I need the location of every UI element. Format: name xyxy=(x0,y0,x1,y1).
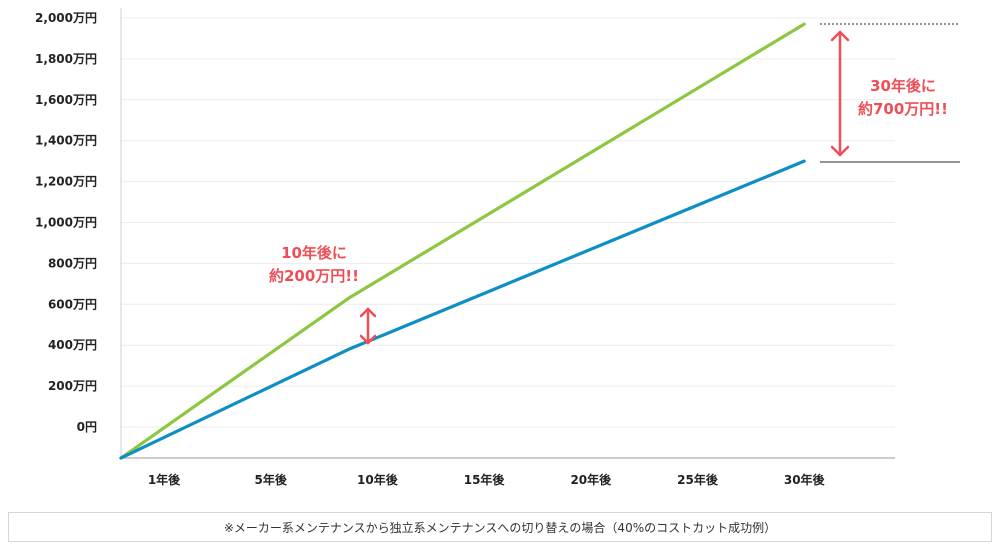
y-tick-label: 1,200万円 xyxy=(35,175,97,189)
x-tick-label: 20年後 xyxy=(570,472,612,487)
x-tick-label: 25年後 xyxy=(677,472,719,487)
x-tick-label: 30年後 xyxy=(784,472,826,487)
gridlines xyxy=(121,17,895,428)
line-chart: 0円 200万円 400万円 600万円 800万円 1,000万円 1,200万円 1,40… xyxy=(35,8,960,487)
series-lines xyxy=(119,22,806,460)
caption: ※メーカー系メンテナンスから独立系メンテナンスへの切り替えの場合（40%のコスト… xyxy=(8,512,992,542)
annotation-10y-line1: 10年後に xyxy=(281,244,347,262)
y-tick-label: 0円 xyxy=(77,420,97,434)
x-tick-label: 1年後 xyxy=(148,472,181,487)
y-tick-label: 800万円 xyxy=(48,256,97,270)
caption-text: ※メーカー系メンテナンスから独立系メンテナンスへの切り替えの場合（40%のコスト… xyxy=(223,520,777,535)
series-line-1 xyxy=(119,22,806,460)
double-arrow-icon xyxy=(359,307,377,345)
double-arrow-icon xyxy=(830,30,850,157)
x-tick-label: 5年後 xyxy=(255,472,288,487)
series-line-2 xyxy=(119,159,806,460)
y-tick-label: 200万円 xyxy=(48,379,97,393)
annotation-10y-line2: 約200万円!! xyxy=(269,267,359,285)
x-axis: 1年後 5年後 10年後 15年後 20年後 25年後 30年後 xyxy=(121,457,895,487)
annotation-30y-line1: 30年後に xyxy=(870,77,936,95)
y-tick-label: 400万円 xyxy=(48,338,97,352)
x-tick-label: 15年後 xyxy=(464,472,506,487)
annotation-30y-line2: 約700万円!! xyxy=(858,100,948,118)
y-tick-label: 600万円 xyxy=(48,297,97,311)
y-tick-label: 1,600万円 xyxy=(35,93,97,107)
y-tick-label: 1,400万円 xyxy=(35,134,97,148)
y-tick-label: 2,000万円 xyxy=(35,11,97,25)
y-tick-label: 1,800万円 xyxy=(35,52,97,66)
y-tick-label: 1,000万円 xyxy=(35,216,97,230)
y-axis: 0円 200万円 400万円 600万円 800万円 1,000万円 1,200万円 1,40… xyxy=(35,8,122,458)
x-tick-label: 10年後 xyxy=(357,472,399,487)
annotations: 10年後に 約200万円!! 30年後に 約700万円!! xyxy=(269,23,960,345)
